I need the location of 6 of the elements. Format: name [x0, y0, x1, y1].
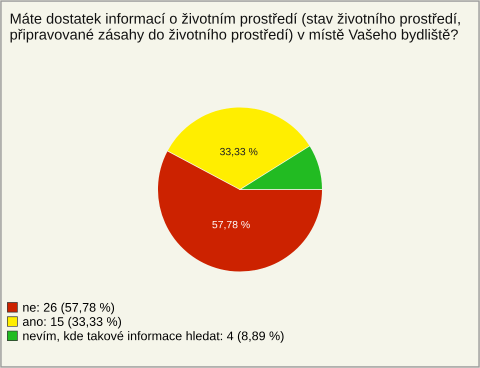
legend-label: ano: 15 (33,33 %) [22, 316, 121, 328]
data-label: 57,78 % [212, 220, 250, 230]
data-label: 33,33 % [220, 148, 258, 157]
chart-title: Máte dostatek informací o životním prostředí (stav životního prostředí, připravované zásahy do životního prostředí) v místě Vašeho bydliště? [10, 12, 460, 43]
legend-label: ne: 26 (57,78 %) [23, 302, 114, 314]
legend-label: nevím, kde takové informace hledat: 4 (8,89 %) [23, 330, 284, 343]
